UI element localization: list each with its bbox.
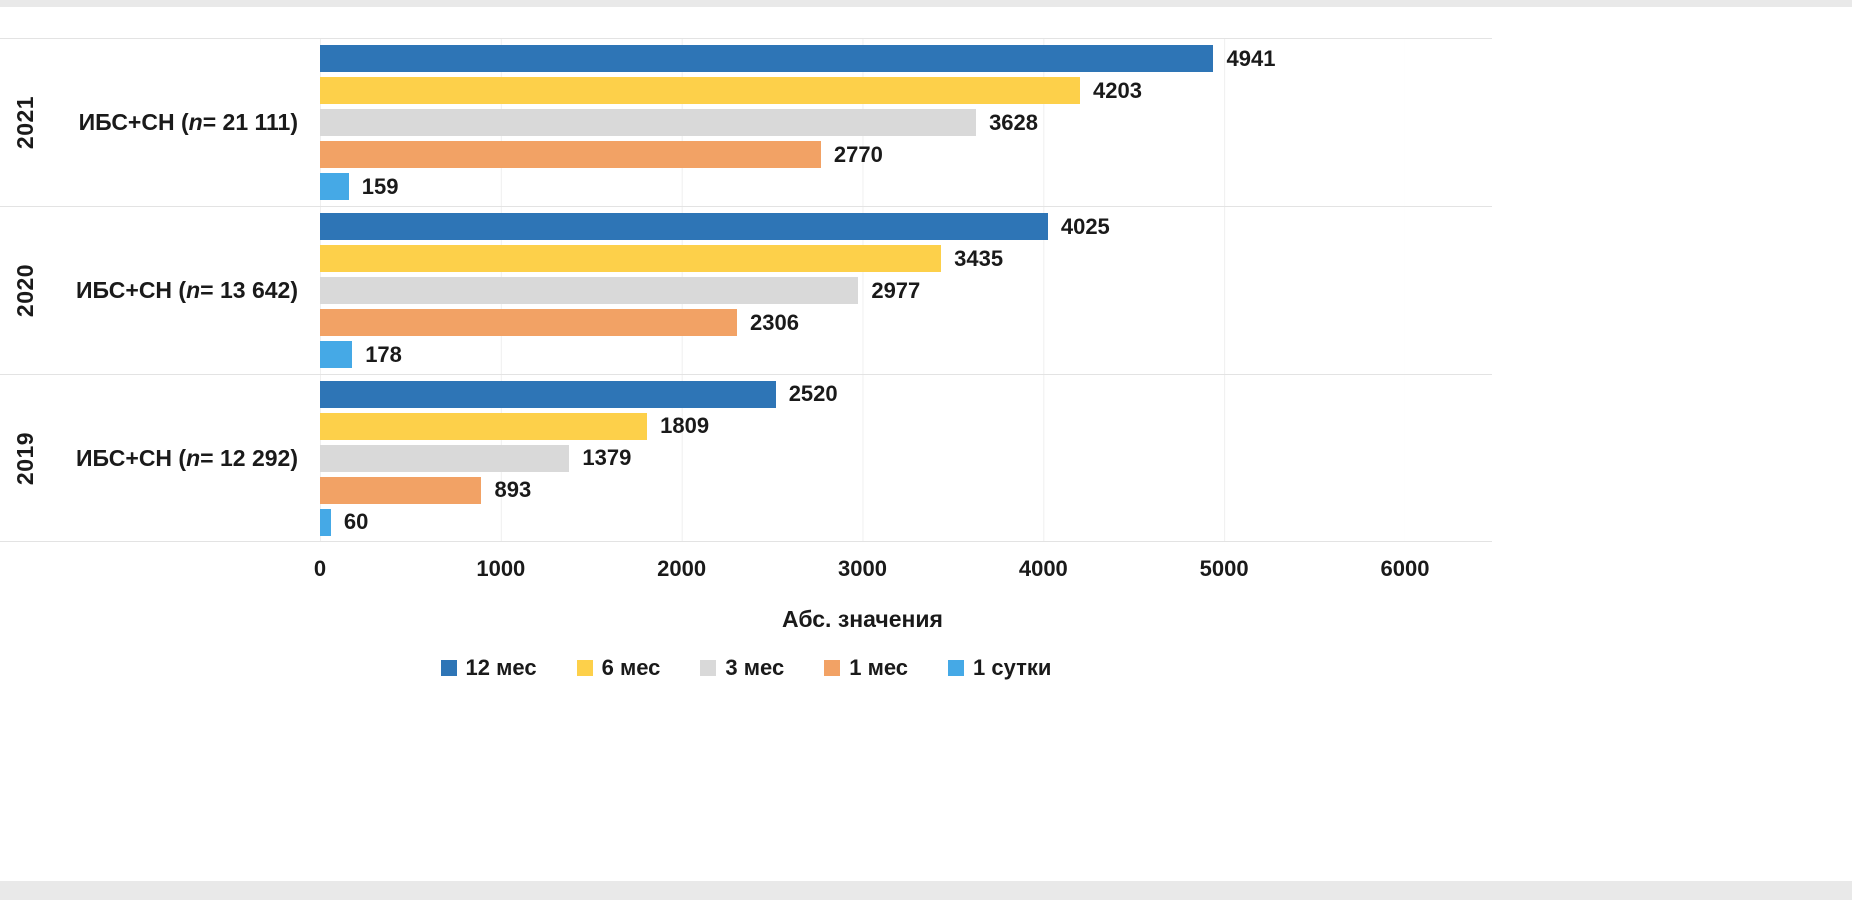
bar-value-label: 1379 bbox=[582, 445, 632, 470]
x-tick-label: 6000 bbox=[1380, 556, 1430, 581]
bar bbox=[320, 45, 1214, 72]
bar bbox=[320, 309, 737, 336]
category-label-suffix: = 13 642) bbox=[200, 277, 298, 303]
year-label-wrap: 2021 bbox=[0, 39, 52, 206]
category-row: 2019 ИБС+СН (n = 12 292) 2520 1809 1379 893 60 bbox=[0, 374, 1492, 542]
legend-item: 12 мес bbox=[440, 655, 537, 681]
bar-row: 159 bbox=[320, 173, 1405, 200]
category-label-prefix: ИБС+СН ( bbox=[76, 277, 187, 303]
bar-value-label: 2520 bbox=[788, 381, 838, 406]
legend-item: 1 сутки bbox=[948, 655, 1051, 681]
bar-row: 3628 bbox=[320, 109, 1405, 136]
category-row: 2020 ИБС+СН (n = 13 642) 4025 3435 2977 2306 1… bbox=[0, 206, 1492, 374]
bar bbox=[320, 341, 353, 368]
bar-value-label: 1809 bbox=[660, 413, 710, 438]
bar bbox=[320, 508, 331, 536]
bottom-border bbox=[0, 881, 1852, 900]
bar bbox=[320, 277, 859, 304]
bar-value-label: 178 bbox=[365, 341, 402, 367]
year-label: 2019 bbox=[12, 431, 39, 485]
bar-value-label: 4203 bbox=[1093, 77, 1142, 103]
x-tick-label: 4000 bbox=[1018, 556, 1068, 581]
bar-value-label: 2306 bbox=[750, 309, 799, 335]
legend-swatch bbox=[440, 660, 457, 676]
year-label: 2020 bbox=[12, 263, 39, 318]
category-row: 2021 ИБС+СН (n = 21 111) 4941 4203 3628 2770 1… bbox=[0, 38, 1492, 206]
year-label-wrap: 2020 bbox=[0, 207, 52, 374]
bar bbox=[320, 245, 942, 272]
legend-label: 1 сутки bbox=[973, 655, 1052, 680]
bar-group: 4941 4203 3628 2770 159 bbox=[320, 39, 1405, 206]
bar-value-label: 4025 bbox=[1060, 213, 1110, 239]
x-tick-label: 3000 bbox=[838, 556, 887, 581]
bar-row: 1379 bbox=[320, 444, 1405, 472]
bar-row: 2977 bbox=[320, 277, 1405, 304]
bar bbox=[320, 141, 821, 168]
bar bbox=[320, 476, 482, 504]
bar-row: 893 bbox=[320, 476, 1405, 504]
x-axis-title: Абс. значения bbox=[782, 606, 943, 632]
bar-row: 4025 bbox=[320, 213, 1405, 240]
bar-value-label: 2977 bbox=[871, 277, 921, 303]
legend-swatch bbox=[576, 660, 593, 676]
bar-row: 4941 bbox=[320, 45, 1405, 72]
category-label-prefix: ИБС+СН ( bbox=[78, 109, 189, 135]
legend-item: 6 мес bbox=[576, 655, 661, 681]
category-label: ИБС+СН (n = 21 111) bbox=[52, 39, 320, 206]
legend-label: 12 мес bbox=[465, 655, 537, 680]
bar-value-label: 60 bbox=[343, 509, 369, 534]
x-axis: 0 1000 2000 3000 4000 5000 6000 bbox=[314, 556, 1430, 588]
legend-item: 3 мес bbox=[700, 655, 784, 681]
legend-item: 1 мес bbox=[824, 655, 908, 681]
legend-swatch bbox=[700, 660, 717, 676]
x-tick-label: 1000 bbox=[476, 556, 526, 581]
bar-row: 178 bbox=[320, 341, 1405, 368]
year-label-wrap: 2019 bbox=[0, 375, 52, 541]
category-label: ИБС+СН (n = 12 292) bbox=[52, 375, 320, 541]
bar-row: 2770 bbox=[320, 141, 1405, 168]
legend-swatch bbox=[948, 660, 965, 676]
chart-rows: 2021 ИБС+СН (n = 21 111) 4941 4203 3628 2770 1… bbox=[0, 38, 1492, 542]
bar-row: 60 bbox=[320, 508, 1405, 536]
category-label-n: n bbox=[188, 109, 203, 135]
bar bbox=[320, 380, 776, 408]
x-tick-label: 2000 bbox=[657, 556, 707, 581]
bar-value-label: 4941 bbox=[1226, 45, 1276, 71]
bar-value-label: 3628 bbox=[989, 109, 1039, 135]
bar bbox=[320, 109, 977, 136]
bar-row: 2520 bbox=[320, 380, 1405, 408]
bar bbox=[320, 444, 570, 472]
legend: 12 мес 6 мес 3 мес 1 мес 1 сутки bbox=[0, 655, 1492, 681]
bar-group: 2520 1809 1379 893 60 bbox=[320, 375, 1405, 541]
bar-value-label: 893 bbox=[494, 477, 532, 502]
bar-row: 2306 bbox=[320, 309, 1405, 336]
bar-row: 1809 bbox=[320, 412, 1405, 440]
category-label: ИБС+СН (n = 13 642) bbox=[52, 207, 320, 374]
legend-label: 3 мес bbox=[725, 655, 785, 680]
bar-value-label: 159 bbox=[361, 173, 399, 199]
x-tick-label: 5000 bbox=[1199, 556, 1249, 581]
bar-row: 4203 bbox=[320, 77, 1405, 104]
bar-value-label: 2770 bbox=[833, 141, 883, 167]
category-label-suffix: = 21 111) bbox=[202, 109, 298, 135]
bar-row: 3435 bbox=[320, 245, 1405, 272]
x-tick-label: 0 bbox=[313, 556, 327, 581]
legend-label: 1 мес bbox=[849, 655, 909, 680]
year-label: 2021 bbox=[12, 95, 39, 150]
bar bbox=[320, 213, 1048, 240]
bar bbox=[320, 173, 349, 200]
legend-label: 6 мес bbox=[601, 655, 661, 680]
category-label-n: n bbox=[186, 444, 201, 471]
bar bbox=[320, 77, 1081, 104]
bar-group: 4025 3435 2977 2306 178 bbox=[320, 207, 1405, 374]
category-label-prefix: ИБС+СН ( bbox=[76, 444, 187, 471]
bar-value-label: 3435 bbox=[954, 245, 1004, 271]
top-border bbox=[0, 0, 1852, 7]
legend-swatch bbox=[824, 660, 841, 676]
category-label-suffix: = 12 292) bbox=[200, 444, 298, 471]
category-label-n: n bbox=[186, 277, 201, 303]
bar bbox=[320, 412, 648, 440]
